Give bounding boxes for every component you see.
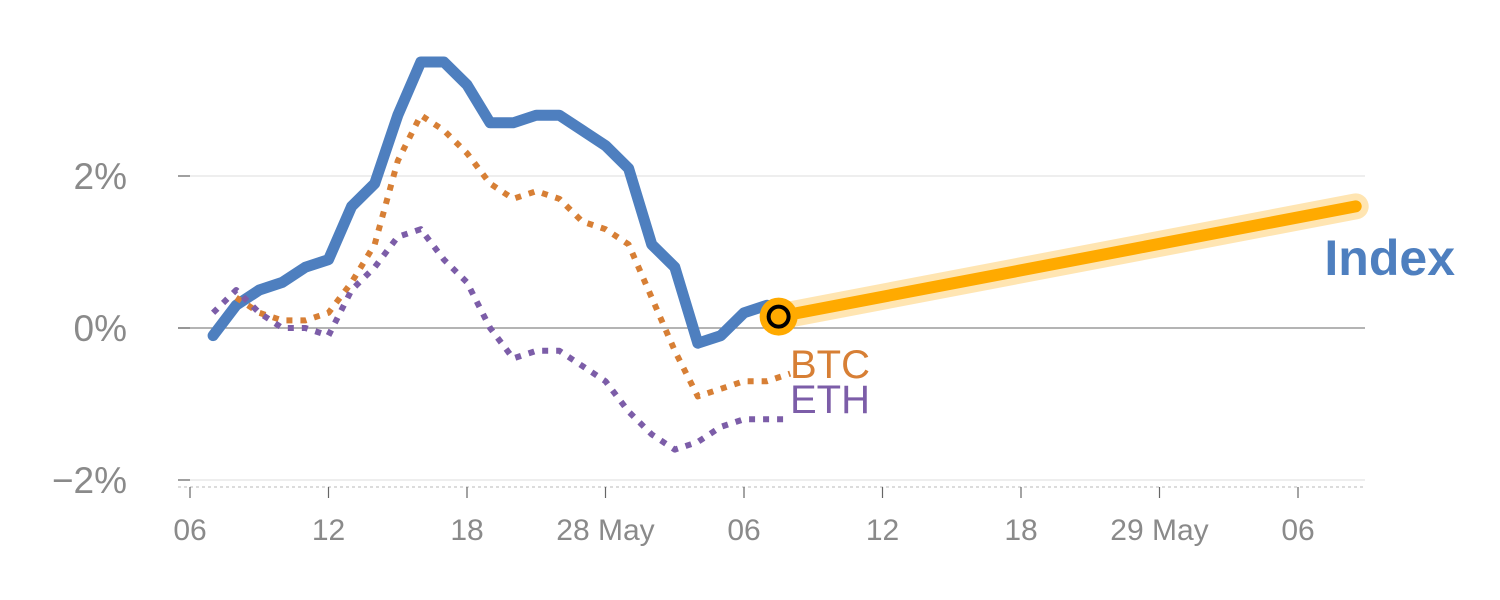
series-line-btc	[234, 112, 792, 400]
y-tick-label: −2%	[52, 460, 127, 501]
forecast-line	[772, 200, 1362, 323]
axes: 2% 0% −2% 06 12 18 28 May 06 12 18 29 May 06	[52, 156, 1365, 547]
x-tick-label: 28 May	[556, 514, 654, 547]
current-point-marker-ring	[766, 304, 791, 329]
y-tick-label: 2%	[74, 156, 127, 197]
x-tick-label: 12	[866, 514, 899, 547]
x-tick-label: 06	[1281, 514, 1314, 547]
x-tick-label: 29 May	[1110, 514, 1208, 547]
series-label-eth: ETH	[790, 378, 870, 422]
series-lines	[207, 56, 796, 453]
x-tick-label: 06	[173, 514, 206, 547]
series-label-btc: BTC	[790, 343, 870, 387]
y-tick-label: 0%	[74, 308, 127, 349]
series-line-index	[207, 56, 796, 349]
forecast-line	[759, 193, 1369, 336]
x-tick-label: 18	[450, 514, 483, 547]
x-tick-label: 12	[312, 514, 345, 547]
x-tick-label: 18	[1004, 514, 1037, 547]
series-label-index: Index	[1324, 230, 1455, 286]
x-tick-label: 06	[727, 514, 760, 547]
